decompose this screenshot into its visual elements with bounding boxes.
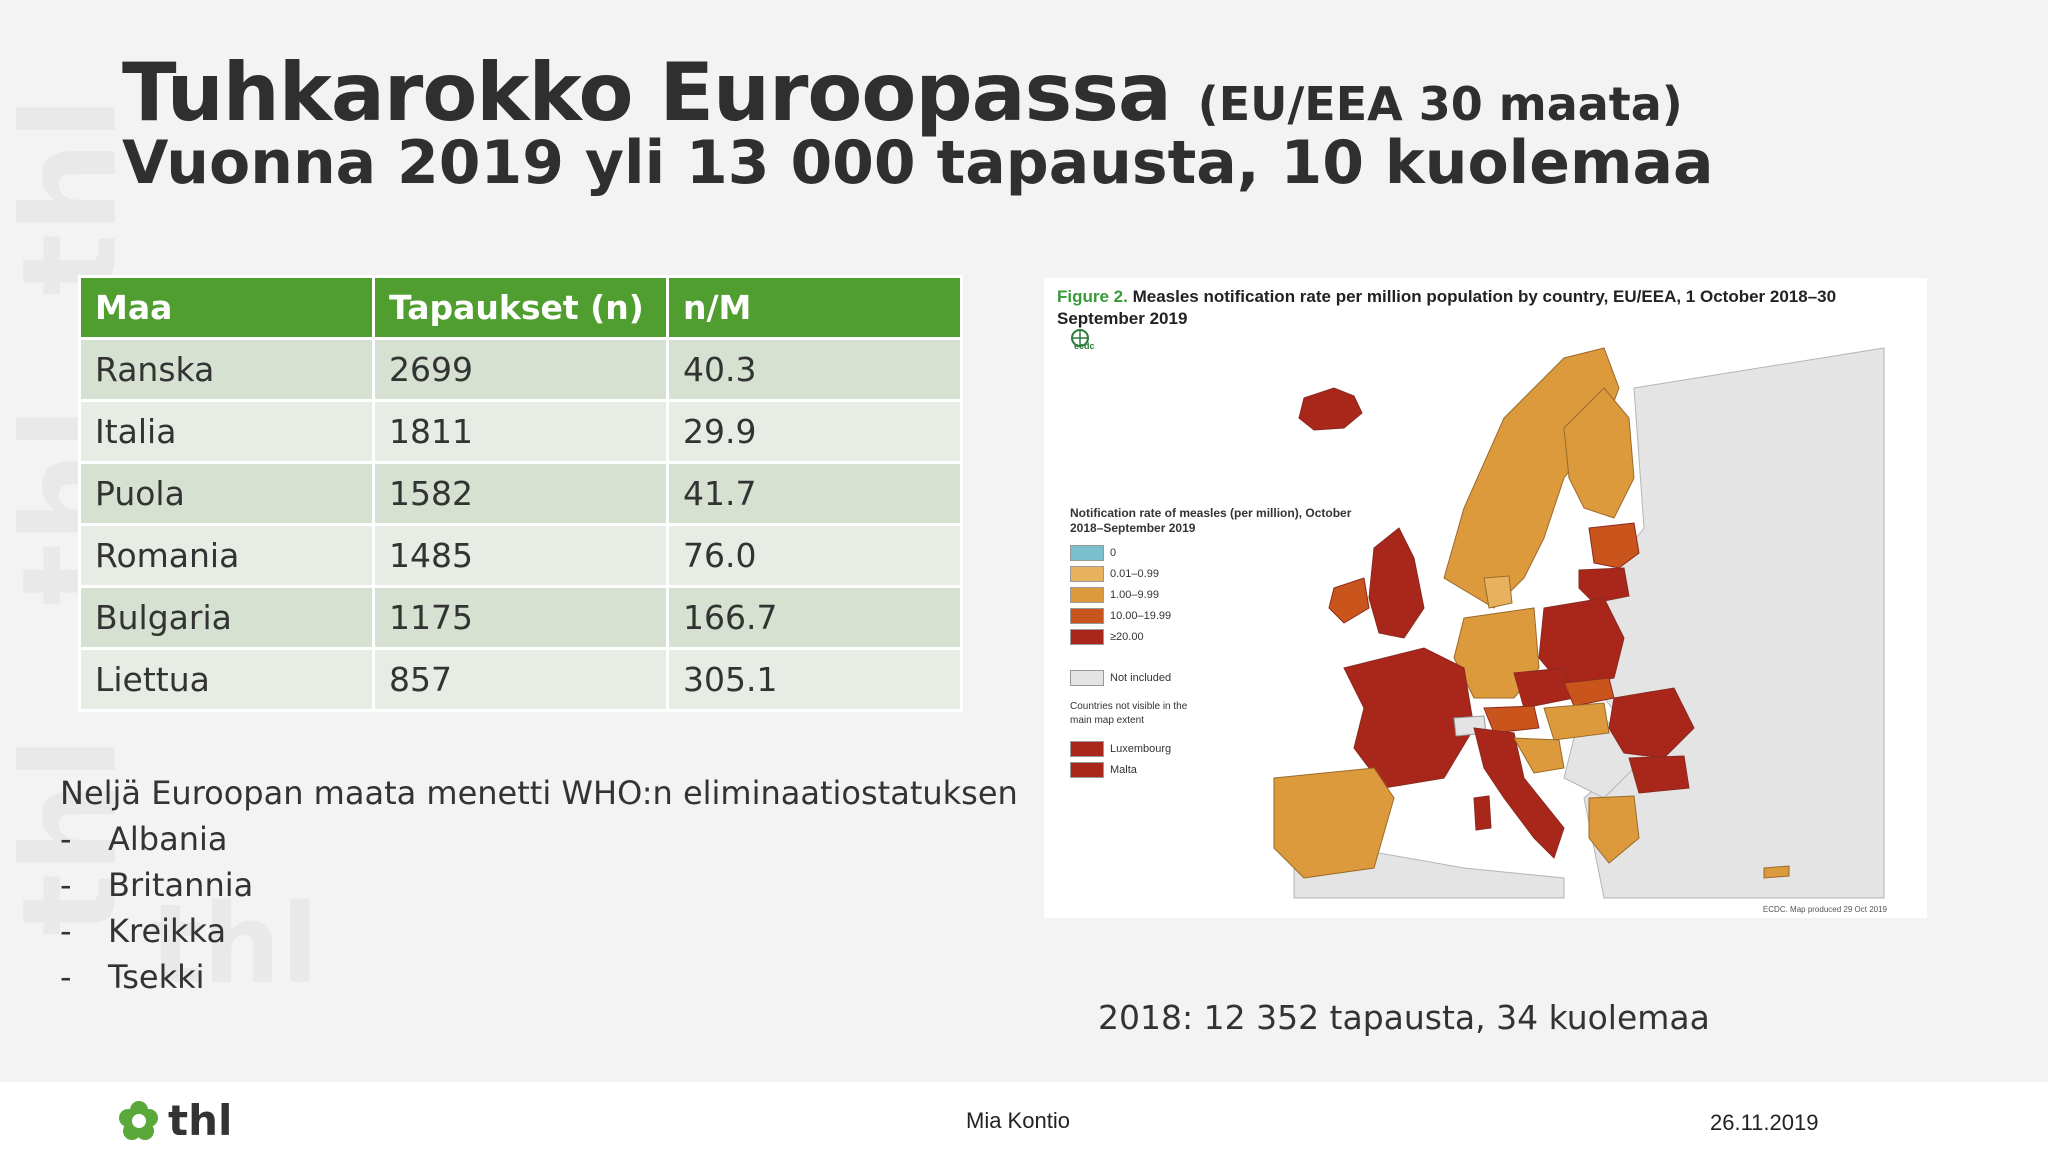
list-item: - Albania — [60, 820, 228, 858]
legend-item: 10.00–19.99 — [1070, 605, 1370, 626]
table-row: Ranska 2699 40.3 — [78, 337, 963, 402]
ireland-region — [1328, 577, 1370, 624]
cell-cases: 2699 — [372, 337, 669, 402]
table-row: Puola 1582 41.7 — [78, 461, 963, 526]
cell-country: Ranska — [78, 337, 375, 402]
baltics-region — [1588, 522, 1640, 569]
cases-table: Maa Tapaukset (n) n/M Ranska 2699 40.3 I… — [78, 275, 963, 712]
cell-cases: 1582 — [372, 461, 669, 526]
legend-item: 0.01–0.99 — [1070, 563, 1370, 584]
header-maa: Maa — [78, 275, 375, 340]
slide-subtitle: Vuonna 2019 yli 13 000 tapausta, 10 kuol… — [122, 128, 1714, 198]
date: 26.11.2019 — [1710, 1110, 1819, 1135]
thl-logo: thl — [118, 1096, 232, 1145]
cell-cases: 1175 — [372, 585, 669, 650]
footer: thl Mia Kontio 26.11.2019 — [0, 1082, 2048, 1152]
legend-item: Not included — [1070, 667, 1370, 688]
legend-item: 1.00–9.99 — [1070, 584, 1370, 605]
denmark-region — [1483, 575, 1513, 609]
cyprus-region — [1763, 865, 1790, 879]
france-region — [1343, 647, 1475, 789]
table-row: Bulgaria 1175 166.7 — [78, 585, 963, 650]
iceland-region — [1298, 387, 1363, 431]
cell-country: Romania — [78, 523, 375, 588]
legend-item: ≥20.00 — [1070, 626, 1370, 647]
europe-map — [1104, 340, 1885, 900]
hungary-region — [1543, 702, 1610, 741]
who-lead-text: Neljä Euroopan maata menetti WHO:n elimi… — [60, 774, 1018, 812]
map-credit: ECDC. Map produced 29 Oct 2019 — [1762, 905, 1887, 914]
cell-country: Puola — [78, 461, 375, 526]
flower-icon — [119, 1100, 158, 1140]
table-row: Romania 1485 76.0 — [78, 523, 963, 588]
greece-region — [1588, 795, 1640, 864]
poland-region — [1538, 597, 1625, 689]
header-tapaukset: Tapaukset (n) — [372, 275, 669, 340]
cell-country: Bulgaria — [78, 585, 375, 650]
thl-watermark: thl thl thl thl — [0, 96, 319, 1008]
list-item: - Kreikka — [60, 912, 227, 950]
measles-map-figure: Figure 2. Measles notification rate per … — [1044, 278, 1927, 918]
ecdc-logo: ecdc — [1066, 328, 1100, 354]
table-row: Liettua 857 305.1 — [78, 647, 963, 712]
cell-rate: 41.7 — [666, 461, 963, 526]
lithuania-region — [1578, 567, 1630, 604]
cell-country: Italia — [78, 399, 375, 464]
title-scope: (EU/EEA 30 maata) — [1197, 77, 1683, 131]
slide-title: Tuhkarokko Euroopassa (EU/EEA 30 maata) — [122, 46, 1683, 139]
map-legend: Notification rate of measles (per millio… — [1070, 506, 1370, 780]
not-visible-title: Countries not visible in the main map ex… — [1070, 701, 1188, 726]
thl-logo-text: thl — [168, 1096, 233, 1145]
cell-cases: 857 — [372, 647, 669, 712]
cell-rate: 40.3 — [666, 337, 963, 402]
uk-region — [1368, 527, 1425, 639]
iberia-region — [1273, 767, 1395, 879]
legend-item: Malta — [1070, 759, 1370, 780]
legend-item: 0 — [1070, 542, 1370, 563]
figure-title: Figure 2. Measles notification rate per … — [1057, 287, 1837, 328]
who-status-list: Neljä Euroopan maata menetti WHO:n elimi… — [60, 770, 1018, 1000]
cell-rate: 29.9 — [666, 399, 963, 464]
caption-2018: 2018: 12 352 tapausta, 34 kuolemaa — [1098, 998, 1710, 1037]
list-item: - Tsekki — [60, 958, 205, 996]
cell-rate: 305.1 — [666, 647, 963, 712]
sardinia-region — [1473, 795, 1492, 831]
table-header-row: Maa Tapaukset (n) n/M — [78, 275, 963, 340]
table-row: Italia 1811 29.9 — [78, 399, 963, 464]
cell-rate: 76.0 — [666, 523, 963, 588]
list-item: - Britannia — [60, 866, 254, 904]
cell-cases: 1485 — [372, 523, 669, 588]
finland-region — [1563, 387, 1635, 519]
slide: thl thl thl thl Tuhkarokko Euroopassa (E… — [0, 46, 1927, 1037]
cell-cases: 1811 — [372, 399, 669, 464]
cell-country: Liettua — [78, 647, 375, 712]
bulgaria-region — [1628, 755, 1690, 794]
header-n-per-m: n/M — [666, 275, 963, 340]
cell-rate: 166.7 — [666, 585, 963, 650]
italy-region — [1473, 727, 1565, 859]
croatia-region — [1513, 737, 1565, 774]
author: Mia Kontio — [966, 1108, 1070, 1133]
title-main: Tuhkarokko Euroopassa — [122, 46, 1172, 139]
legend-title: Notification rate of measles (per millio… — [1070, 506, 1352, 535]
austria-region — [1483, 705, 1540, 734]
legend-item: Luxembourg — [1070, 738, 1370, 759]
